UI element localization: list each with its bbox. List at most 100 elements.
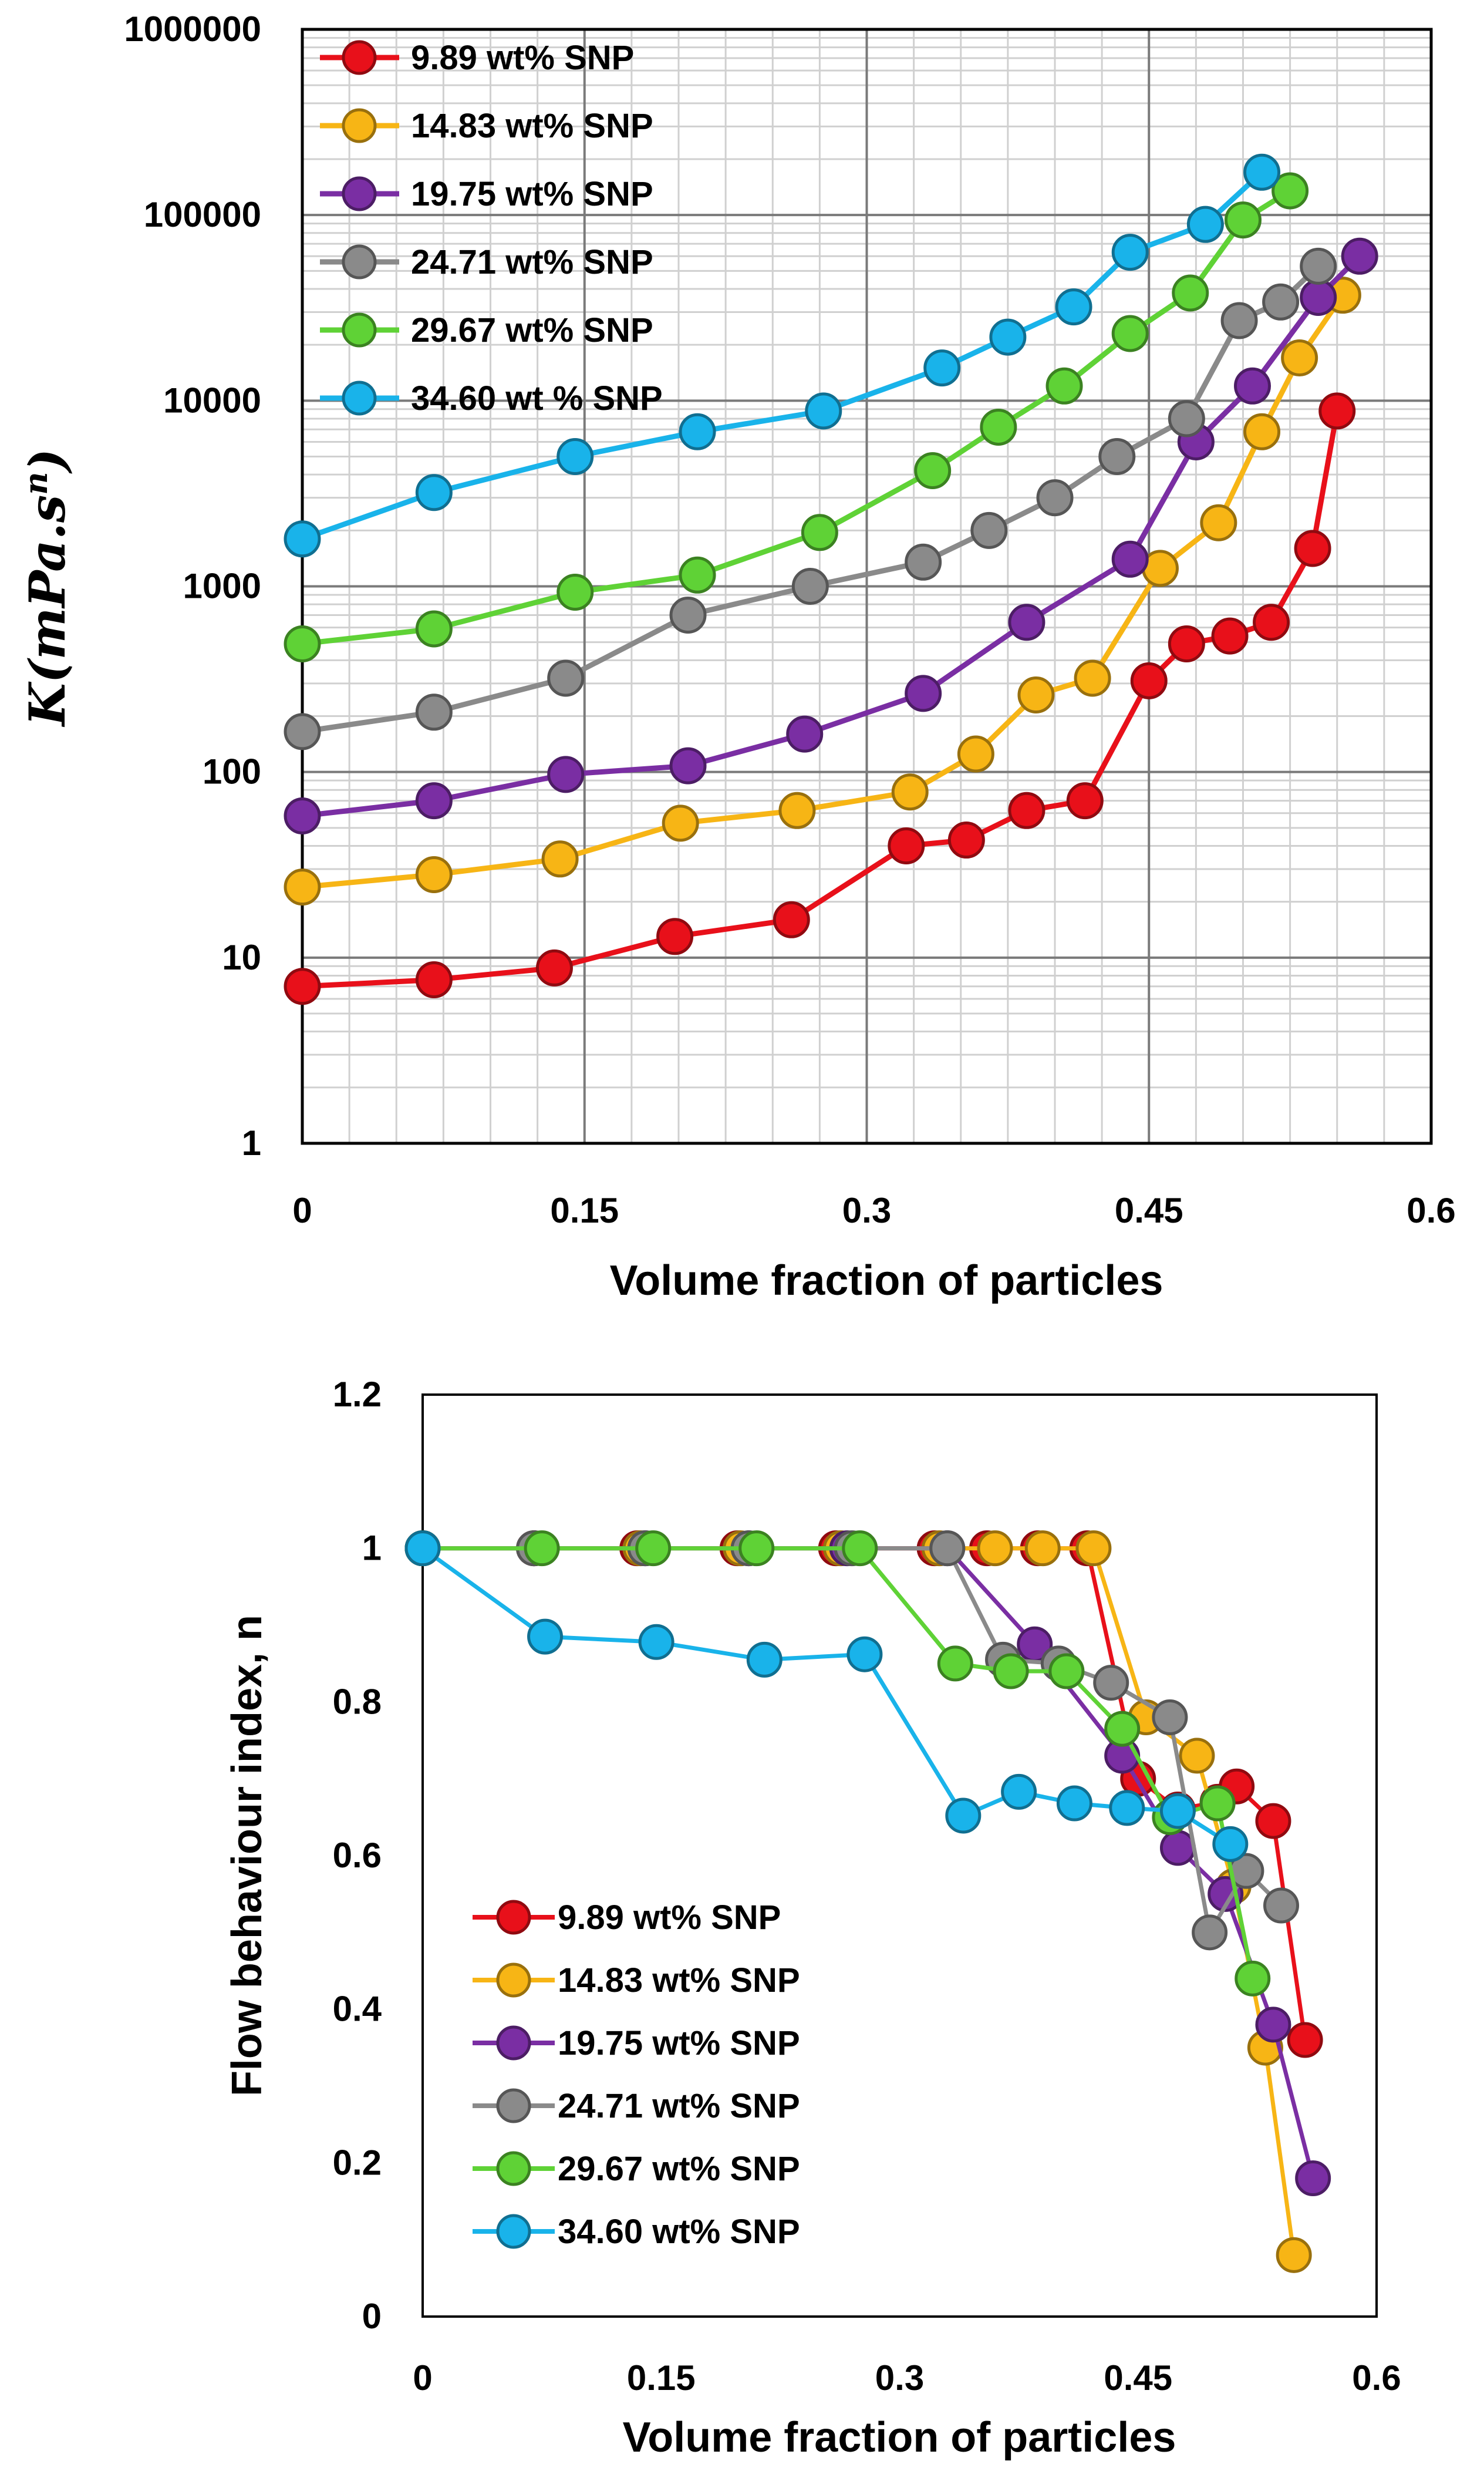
legend-label: 19.75 wt% SNP xyxy=(411,175,653,213)
data-point xyxy=(947,822,985,859)
data-point xyxy=(791,568,829,605)
data-point xyxy=(905,543,942,581)
data-point xyxy=(1341,237,1378,275)
data-point xyxy=(1225,201,1262,239)
data-point xyxy=(842,1530,878,1567)
data-point xyxy=(1243,153,1281,191)
legend-swatch-marker xyxy=(496,1962,531,1998)
legend-swatch-marker xyxy=(496,2214,531,2249)
data-point xyxy=(404,1530,441,1567)
data-point xyxy=(1300,247,1337,285)
legend-label: 24.71 wt% SNP xyxy=(558,2087,800,2125)
x-tick-label: 0 xyxy=(413,2358,432,2398)
data-point xyxy=(527,1618,564,1655)
data-series xyxy=(284,153,1378,1005)
series-2 xyxy=(284,277,1361,906)
legend-entry: 24.71 wt% SNP xyxy=(473,2087,800,2125)
legend: 9.89 wt% SNP 14.83 wt% SNP 19.75 wt% SNP 24… xyxy=(320,39,663,418)
y-tick-label: 100000 xyxy=(144,195,261,234)
data-point xyxy=(923,349,961,387)
data-point xyxy=(1111,234,1149,271)
data-point xyxy=(662,804,699,842)
data-point xyxy=(1056,1785,1092,1822)
data-point xyxy=(679,556,716,594)
data-point xyxy=(1276,2237,1312,2273)
y-tick-label: 0.2 xyxy=(333,2143,382,2182)
data-point xyxy=(1109,1790,1145,1826)
legend-label: 9.89 wt% SNP xyxy=(558,1898,781,1937)
legend-entry: 9.89 wt% SNP xyxy=(320,39,634,77)
data-point xyxy=(1130,662,1168,699)
data-point xyxy=(415,782,453,820)
flow-index-chart: 0 0.2 0.4 0.6 0.8 1 1.2 0 0.15 0.3 0.45 0.6 9.89 w… xyxy=(224,1375,1401,2461)
data-point xyxy=(669,747,707,785)
y-tick-label: 0.6 xyxy=(333,1836,382,1875)
data-point xyxy=(541,840,579,878)
legend-entry: 29.67 wt% SNP xyxy=(320,311,653,349)
x-tick-label: 0.3 xyxy=(875,2358,924,2398)
data-point xyxy=(1024,1530,1061,1567)
data-point xyxy=(1287,2022,1323,2058)
legend-swatch-marker xyxy=(342,244,377,280)
legend: 9.89 wt% SNP 14.83 wt% SNP 19.75 wt% SNP 24… xyxy=(473,1898,800,2251)
y-tick-labels: 0 0.2 0.4 0.6 0.8 1 1.2 xyxy=(333,1375,382,2336)
y-tick-label: 0 xyxy=(362,2297,382,2336)
data-point xyxy=(746,1641,783,1678)
series-3 xyxy=(284,237,1378,834)
data-point xyxy=(1045,367,1083,405)
x-tick-label: 0.6 xyxy=(1352,2358,1401,2398)
data-point xyxy=(929,1530,966,1567)
legend-entry: 19.75 wt% SNP xyxy=(320,175,653,213)
y-label-prefix: K( xyxy=(18,658,76,727)
data-point xyxy=(989,318,1027,356)
series-4 xyxy=(284,247,1337,750)
data-point xyxy=(284,520,321,558)
data-point xyxy=(556,438,594,476)
y-tick-label: 0.4 xyxy=(333,1989,382,2029)
data-point xyxy=(738,1530,775,1567)
series-6 xyxy=(404,1530,1249,1862)
y-tick-label: 1 xyxy=(362,1529,382,1568)
data-point xyxy=(415,694,453,731)
legend-entry: 34.60 wt % SNP xyxy=(320,379,663,418)
data-point xyxy=(415,856,453,893)
data-point xyxy=(1211,617,1249,655)
y-tick-label: 10000 xyxy=(163,381,261,420)
data-point xyxy=(1186,206,1224,243)
legend-label: 34.60 wt % SNP xyxy=(411,379,663,418)
data-point xyxy=(891,773,929,811)
data-point xyxy=(656,918,694,955)
data-point xyxy=(1179,1738,1215,1774)
legend-swatch-marker xyxy=(342,381,377,416)
x-tick-label: 0.45 xyxy=(1115,1191,1183,1230)
data-point xyxy=(1294,530,1331,567)
x-tick-label: 0.6 xyxy=(1407,1191,1455,1230)
y-label-base: mPa.s xyxy=(18,495,76,660)
x-tick-labels: 0 0.15 0.3 0.45 0.6 xyxy=(413,2358,1401,2398)
data-point xyxy=(1093,1665,1129,1701)
data-point xyxy=(1111,540,1149,578)
data-point xyxy=(980,408,1017,446)
legend-label: 29.67 wt% SNP xyxy=(558,2150,800,2188)
data-point xyxy=(1255,2007,1291,2043)
data-point xyxy=(1255,1803,1291,1839)
x-tick-label: 0.15 xyxy=(627,2358,696,2398)
legend-label: 19.75 wt% SNP xyxy=(558,2024,800,2062)
y-tick-label: 100 xyxy=(203,752,261,792)
legend-swatch-marker xyxy=(496,2025,531,2061)
data-point xyxy=(1008,604,1045,641)
data-point xyxy=(801,514,838,551)
data-point xyxy=(1168,400,1205,437)
data-point xyxy=(638,1624,674,1660)
data-point xyxy=(993,1653,1029,1689)
data-point xyxy=(1200,504,1237,541)
data-point xyxy=(1271,172,1309,210)
data-point xyxy=(1172,274,1209,312)
data-series xyxy=(404,1530,1331,2273)
data-point xyxy=(1235,1960,1271,1997)
y-tick-label: 1 xyxy=(242,1123,261,1163)
y-tick-label: 10 xyxy=(222,938,261,977)
data-point xyxy=(1066,782,1104,820)
legend-entry: 14.83 wt% SNP xyxy=(320,107,653,145)
